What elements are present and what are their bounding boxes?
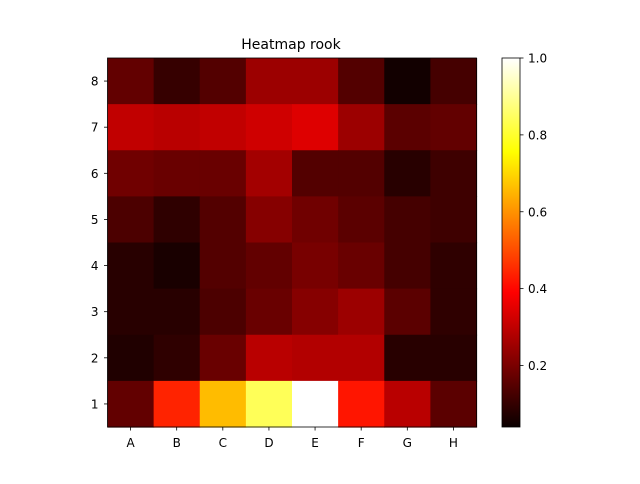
heatmap-cell-F8 bbox=[338, 58, 385, 105]
heatmap-cell-C6 bbox=[199, 150, 247, 197]
heatmap-cell-G2 bbox=[384, 334, 431, 382]
colorbar bbox=[501, 57, 521, 428]
heatmap-cell-F5 bbox=[338, 196, 385, 244]
heatmap-cell-E2 bbox=[292, 334, 339, 382]
y-tick-label: 8 bbox=[91, 75, 99, 89]
colorbar-axis: 0.2 0.4 0.6 0.8 1.0 bbox=[520, 52, 547, 373]
y-tick-label: 6 bbox=[91, 167, 99, 181]
heatmap-cell-E5 bbox=[292, 196, 339, 244]
y-tick-label: 5 bbox=[91, 213, 99, 227]
x-tick-label: H bbox=[449, 436, 458, 450]
heatmap-cell-E6 bbox=[292, 150, 339, 197]
heatmap-cell-C5 bbox=[199, 196, 247, 244]
colorbar-tick-label: 0.8 bbox=[528, 128, 547, 142]
colorbar-tick-label: 0.6 bbox=[528, 205, 547, 219]
heatmap-cell-D6 bbox=[245, 150, 293, 197]
heatmap-cell-E1 bbox=[292, 380, 339, 428]
heatmap-cell-E8 bbox=[292, 58, 339, 105]
plot-frame bbox=[107, 57, 477, 428]
heatmap-cell-A6 bbox=[107, 150, 155, 197]
heatmap-cell-F1 bbox=[338, 380, 385, 428]
heatmap-cell-D7 bbox=[245, 104, 293, 151]
heatmap-cell-C1 bbox=[199, 380, 247, 428]
x-axis: A B C D E F G H bbox=[126, 427, 458, 450]
heatmap-cell-B8 bbox=[153, 58, 201, 105]
heatmap-cell-H4 bbox=[430, 242, 478, 290]
heatmap-cell-H3 bbox=[430, 288, 478, 336]
heatmap-cell-G1 bbox=[384, 380, 431, 428]
heatmap-cells bbox=[107, 58, 478, 428]
x-tick-label: G bbox=[403, 436, 412, 450]
heatmap-cell-D5 bbox=[245, 196, 293, 244]
heatmap-cell-H1 bbox=[430, 380, 478, 428]
heatmap-cell-F7 bbox=[338, 104, 385, 151]
heatmap-cell-A1 bbox=[107, 380, 155, 428]
y-axis: 8 7 6 5 4 3 2 1 bbox=[91, 75, 108, 411]
heatmap-cell-F6 bbox=[338, 150, 385, 197]
heatmap-cell-H5 bbox=[430, 196, 478, 244]
heatmap-cell-B1 bbox=[153, 380, 201, 428]
y-tick-label: 3 bbox=[91, 305, 99, 319]
colorbar-tick-label: 1.0 bbox=[528, 52, 547, 66]
colorbar-tick-label: 0.4 bbox=[528, 282, 547, 296]
heatmap-cell-B7 bbox=[153, 104, 201, 151]
y-tick-label: 1 bbox=[91, 397, 99, 411]
x-tick-label: C bbox=[219, 436, 227, 450]
heatmap-cell-G8 bbox=[384, 58, 431, 105]
heatmap-cell-H2 bbox=[430, 334, 478, 382]
heatmap-cell-D8 bbox=[245, 58, 293, 105]
heatmap-cell-E7 bbox=[292, 104, 339, 151]
heatmap-cell-F4 bbox=[338, 242, 385, 290]
x-tick-label: B bbox=[173, 436, 181, 450]
heatmap-cell-D2 bbox=[245, 334, 293, 382]
heatmap-cell-F3 bbox=[338, 288, 385, 336]
x-tick-label: A bbox=[126, 436, 135, 450]
heatmap-cell-B4 bbox=[153, 242, 201, 290]
heatmap-cell-B6 bbox=[153, 150, 201, 197]
heatmap-cell-G4 bbox=[384, 242, 431, 290]
heatmap-cell-C2 bbox=[199, 334, 247, 382]
heatmap-cell-C8 bbox=[199, 58, 247, 105]
chart-title: Heatmap rook bbox=[241, 37, 341, 53]
x-tick-label: E bbox=[311, 436, 319, 450]
heatmap-cell-G7 bbox=[384, 104, 431, 151]
heatmap-cell-A8 bbox=[107, 58, 155, 105]
heatmap-cell-H6 bbox=[430, 150, 478, 197]
heatmap-cell-D3 bbox=[245, 288, 293, 336]
heatmap-cell-A7 bbox=[107, 104, 155, 151]
heatmap-cell-A5 bbox=[107, 196, 155, 244]
colorbar-tick-label: 0.2 bbox=[528, 359, 547, 373]
heatmap-cell-A2 bbox=[107, 334, 155, 382]
heatmap-cell-A3 bbox=[107, 288, 155, 336]
heatmap-cell-C3 bbox=[199, 288, 247, 336]
heatmap-cell-B2 bbox=[153, 334, 201, 382]
heatmap-cell-C4 bbox=[199, 242, 247, 290]
y-tick-label: 4 bbox=[91, 259, 99, 273]
heatmap-cell-G3 bbox=[384, 288, 431, 336]
heatmap-cell-E3 bbox=[292, 288, 339, 336]
heatmap-cell-D4 bbox=[245, 242, 293, 290]
heatmap-cell-G6 bbox=[384, 150, 431, 197]
heatmap-cell-A4 bbox=[107, 242, 155, 290]
heatmap-cell-C7 bbox=[199, 104, 247, 151]
y-tick-label: 7 bbox=[91, 121, 99, 135]
heatmap-cell-E4 bbox=[292, 242, 339, 290]
heatmap-cell-H8 bbox=[430, 58, 478, 105]
heatmap-cell-B3 bbox=[153, 288, 201, 336]
heatmap-cell-G5 bbox=[384, 196, 431, 244]
heatmap-cell-H7 bbox=[430, 104, 478, 151]
heatmap-cell-F2 bbox=[338, 334, 385, 382]
x-tick-label: F bbox=[358, 436, 365, 450]
heatmap-cell-B5 bbox=[153, 196, 201, 244]
heatmap-cell-D1 bbox=[245, 380, 293, 428]
x-tick-label: D bbox=[264, 436, 273, 450]
y-tick-label: 2 bbox=[91, 351, 99, 365]
